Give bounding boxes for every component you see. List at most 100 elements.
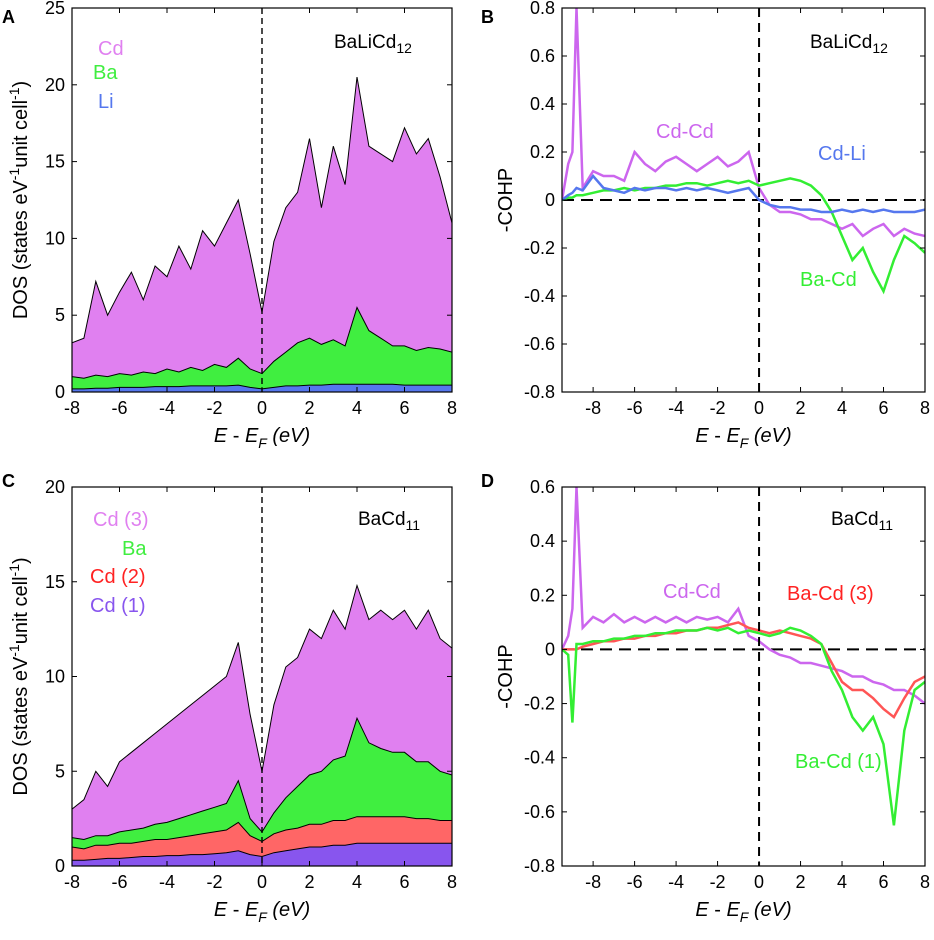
x-tick-label: 4 (837, 872, 847, 892)
x-tick-label: 4 (352, 398, 362, 418)
series-ba-cd-1- (562, 626, 925, 826)
formula-subscript: 11 (879, 517, 894, 533)
y-label-part: -1 (6, 644, 22, 657)
x-tick-label: -6 (111, 872, 127, 892)
series-ba-cd (562, 177, 925, 295)
y-tick-label: -0.8 (524, 856, 555, 876)
y-tick-label: 0 (545, 639, 555, 659)
y-tick-label: 0 (55, 856, 65, 876)
plot-area (562, 487, 925, 826)
x-axis-label: E - EF (eV) (214, 425, 310, 451)
annotation-cd-cd: Cd-Cd (663, 581, 721, 603)
y-tick-label: -0.4 (524, 748, 555, 768)
x-label-part: (eV) (748, 425, 791, 447)
series-cd-li (562, 173, 925, 214)
area-ba (72, 306, 452, 392)
axes-frame (561, 486, 926, 867)
formula-base: BaCd (831, 509, 879, 530)
y-label-part: unit cell (10, 576, 32, 644)
formula-subscript: 11 (406, 517, 421, 533)
x-tick-label: -2 (710, 398, 726, 418)
legend-cd-3: Cd (3) (93, 509, 149, 531)
y-axis-label: DOS (states eV-1unit cell-1) (6, 557, 32, 795)
formula-title: BaLiCd12 (810, 32, 888, 56)
annotation-cd-cd: Cd-Cd (656, 121, 714, 143)
y-tick-label: -0.8 (524, 382, 555, 402)
y-label-part: DOS (states eV (10, 656, 32, 796)
x-label-part: E (245, 425, 259, 447)
x-label-part: (eV) (267, 425, 310, 447)
y-tick-label: 0.2 (530, 585, 555, 605)
x-label-part: (eV) (267, 899, 310, 921)
x-tick-label: -8 (585, 872, 601, 892)
legend-cd: Cd (98, 38, 124, 60)
x-label-part: E (214, 899, 228, 921)
x-tick-label: -8 (64, 398, 80, 418)
y-tick-label: 0.4 (530, 94, 555, 114)
y-axis-label: -COHP (495, 644, 517, 708)
y-tick-label: 5 (55, 761, 65, 781)
x-tick-label: -4 (159, 398, 175, 418)
annotation-ba-cd-3: Ba-Cd (3) (787, 583, 874, 605)
x-tick-label: 4 (352, 872, 362, 892)
x-label-part: - (227, 899, 245, 921)
series-ba-cd-3- (562, 621, 925, 719)
y-tick-label: 5 (55, 305, 65, 325)
x-label-part: - (227, 425, 245, 447)
y-label-part: -1 (6, 168, 22, 181)
y-tick-label: 25 (45, 0, 65, 18)
y-tick-label: -0.6 (524, 802, 555, 822)
x-label-part: F (740, 909, 750, 925)
x-tick-label: 8 (920, 872, 930, 892)
formula-subscript: 12 (872, 40, 888, 56)
x-tick-label: 0 (257, 398, 267, 418)
x-label-part: E (695, 899, 709, 921)
x-tick-label: -6 (627, 398, 643, 418)
y-tick-label: 0.2 (530, 142, 555, 162)
plot-area (72, 583, 452, 866)
y-tick-label: 20 (45, 477, 65, 497)
y-tick-label: -0.6 (524, 334, 555, 354)
panel-letter: C (2, 471, 15, 491)
x-tick-label: 0 (257, 872, 267, 892)
x-tick-label: -2 (206, 872, 222, 892)
formula-subscript: 12 (396, 40, 412, 56)
x-label-part: - (709, 899, 727, 921)
panel-letter: B (481, 7, 494, 27)
area-cd (72, 77, 452, 392)
y-tick-label: 0 (55, 382, 65, 402)
plot-area (72, 77, 452, 392)
annotation-cd-li: Cd-Li (818, 143, 866, 165)
panel-letter: A (2, 7, 15, 27)
y-label-part: DOS (states eV (10, 180, 32, 320)
y-tick-label: 15 (45, 572, 65, 592)
formula-base: BaLiCd (334, 32, 396, 53)
y-tick-label: 20 (45, 75, 65, 95)
x-label-part: - (709, 425, 727, 447)
x-tick-label: 8 (920, 398, 930, 418)
formula-title: BaCd11 (358, 509, 420, 533)
legend-li: Li (98, 91, 114, 113)
x-tick-label: -8 (64, 872, 80, 892)
plot-area (562, 8, 925, 295)
area-cd-1- (72, 842, 452, 866)
y-tick-label: 0 (545, 190, 555, 210)
formula-title: BaCd11 (831, 509, 893, 533)
y-tick-label: 10 (45, 667, 65, 687)
x-label-part: (eV) (748, 899, 791, 921)
x-tick-label: 2 (304, 872, 314, 892)
x-tick-label: -2 (710, 872, 726, 892)
y-tick-label: 15 (45, 152, 65, 172)
y-tick-label: -0.2 (524, 238, 555, 258)
x-tick-label: 6 (879, 872, 889, 892)
x-tick-label: 6 (399, 398, 409, 418)
x-tick-label: -8 (585, 398, 601, 418)
panel-letter: D (481, 471, 494, 491)
formula-base: BaCd (358, 509, 406, 530)
x-label-part: F (258, 909, 268, 925)
x-tick-label: -4 (159, 872, 175, 892)
legend-ba: Ba (93, 62, 118, 84)
